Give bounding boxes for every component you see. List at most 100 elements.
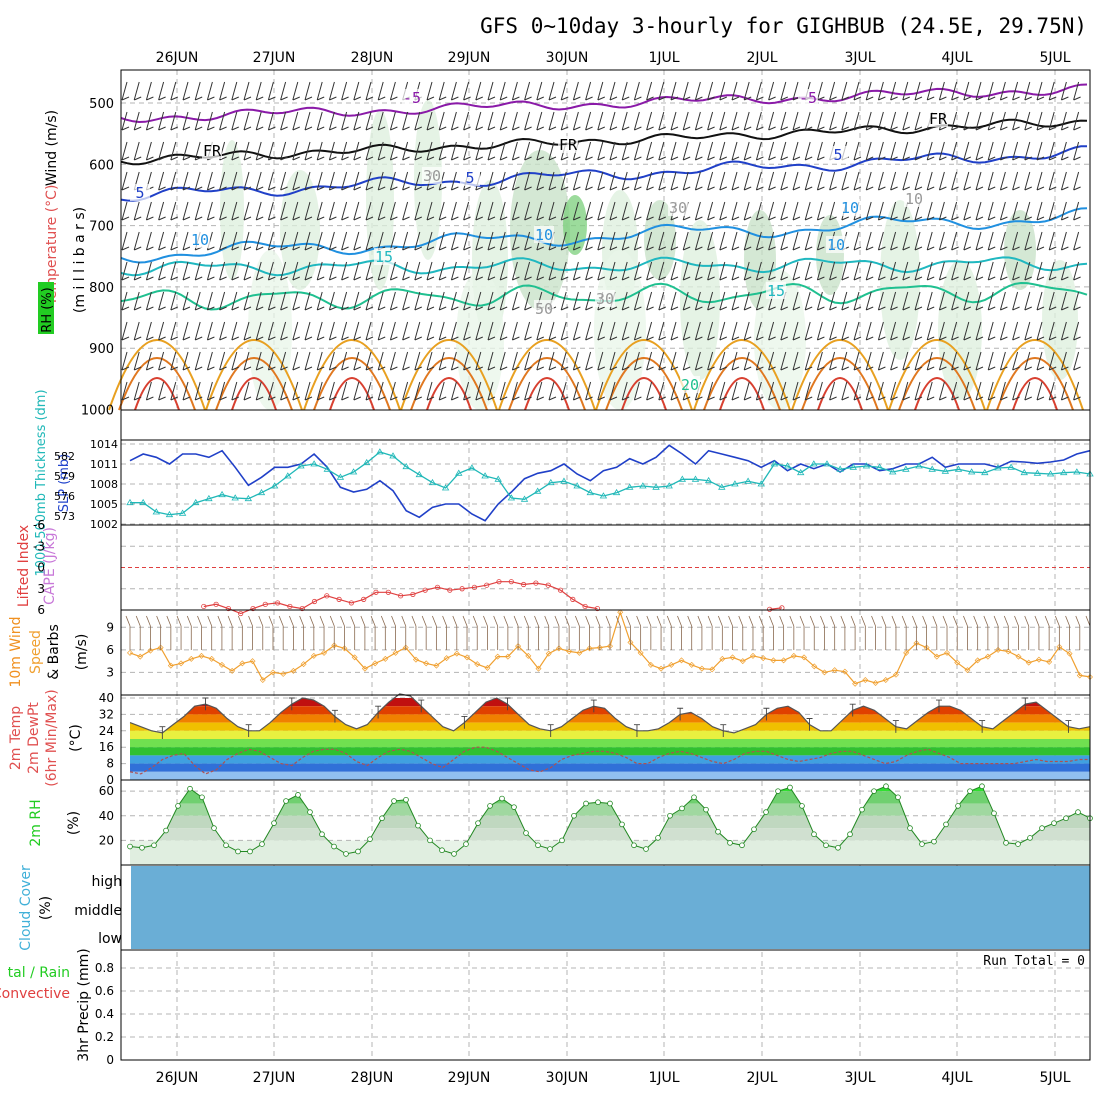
wind-barb: [633, 171, 642, 191]
contour-label: FR: [929, 110, 948, 128]
pressure-tick-label: 700: [89, 220, 114, 235]
contour-label: FR: [559, 136, 578, 154]
wind10-barb: [666, 615, 672, 650]
wind10-barb: [452, 615, 458, 650]
precip-tick-label: 0.6: [95, 984, 114, 998]
wind-barb: [938, 231, 947, 251]
date-bottom-label: 3JUL: [844, 1070, 875, 1086]
thickness-point: [573, 482, 581, 489]
wind-barb: [475, 201, 483, 221]
boundary-layer-isotherm: [215, 357, 293, 411]
wind-barb: [158, 171, 166, 191]
wind10-barb: [523, 615, 529, 650]
wind-barb: [841, 81, 849, 101]
wind-barb: [1048, 291, 1057, 311]
wind-barb: [755, 351, 764, 371]
wind-barb: [389, 81, 398, 101]
wind-barb: [475, 321, 483, 341]
wind10-point: [351, 654, 358, 661]
wind-barb: [816, 321, 825, 341]
boundary-layer-isotherm: [303, 339, 401, 411]
temp-minmax-bar: [763, 707, 770, 721]
wind10-point: [504, 653, 511, 660]
wind-barb: [377, 291, 386, 311]
date-bottom-label: 27JUN: [253, 1070, 296, 1086]
wind-barb: [475, 351, 483, 371]
thickness-point: [1073, 468, 1081, 475]
wind-barb: [267, 141, 276, 161]
wind-barb: [597, 111, 605, 131]
contour-label-bg: [202, 142, 222, 159]
wind-barb: [963, 321, 971, 341]
temp-minmax-bar: [849, 703, 856, 717]
wind10-point: [198, 652, 205, 659]
wind-barb: [511, 171, 520, 191]
wind10-barb: [717, 615, 723, 650]
panel-frame-precip: [120, 949, 1091, 1061]
wind-barb: [255, 381, 264, 401]
rh2m-point: [1051, 820, 1057, 826]
wind-barb: [755, 111, 764, 131]
wind-barb: [487, 81, 496, 101]
wind10-point: [249, 658, 256, 665]
wind10-point: [555, 645, 562, 652]
wind-barb: [450, 81, 459, 101]
contour-label: -5: [799, 89, 817, 107]
boundary-layer-isotherm: [605, 357, 683, 411]
wind-barb: [682, 261, 691, 281]
thickness-point: [507, 494, 516, 501]
wind-barb: [255, 81, 264, 101]
rh2m-point: [307, 809, 313, 815]
rh2m-point: [511, 804, 517, 810]
wind-barb: [633, 201, 642, 221]
wind-barb: [792, 321, 801, 341]
wind-barb: [292, 381, 300, 401]
wind-barb: [926, 261, 935, 281]
wind-barb: [1012, 351, 1020, 371]
wind-barb: [280, 321, 288, 341]
wind-barb: [560, 81, 569, 101]
wind-barb: [194, 261, 203, 281]
wind-barb: [231, 321, 239, 341]
wind-barb: [597, 141, 605, 161]
wind-barb: [231, 111, 239, 131]
wind-barb: [597, 351, 605, 371]
wind-barb: [536, 261, 544, 281]
lifted-index-point: [238, 610, 244, 617]
wind-barb: [755, 321, 764, 341]
wind10-point: [239, 660, 246, 667]
dewpoint2m-line: [129, 746, 1090, 775]
rh2m-point: [883, 783, 889, 790]
wind-barb: [499, 351, 508, 371]
wind10-point: [525, 652, 532, 659]
wind-barb: [121, 201, 130, 221]
wind-barb: [999, 141, 1008, 161]
wind-barb: [145, 291, 154, 311]
wind-barb: [707, 81, 715, 101]
wind10-point: [382, 655, 389, 662]
wind-barb: [304, 81, 313, 101]
wind-barb: [633, 381, 642, 401]
wind-barb: [438, 291, 447, 311]
wind-barb: [548, 171, 557, 191]
lifted-index-point: [324, 593, 330, 599]
wind10-point: [300, 661, 307, 668]
wind-barb: [585, 381, 593, 401]
wind-barb: [243, 291, 252, 311]
wind10-barb: [942, 615, 948, 650]
wind-barb: [609, 321, 618, 341]
wind-barb: [292, 81, 300, 101]
rh2m-point: [751, 826, 757, 833]
wind-barb: [707, 381, 715, 401]
wind10-point: [453, 650, 460, 657]
wind-barb: [450, 291, 459, 311]
rh2m-unit-label: (%): [66, 811, 82, 835]
wind-barb: [890, 81, 898, 101]
wind10-point: [770, 657, 777, 664]
wind-barb: [816, 81, 825, 101]
wind-barb: [231, 141, 239, 161]
wind-barb: [768, 201, 776, 221]
wind10-barb: [483, 615, 488, 650]
wind10-barb: [1044, 615, 1050, 650]
contour-label: 30: [423, 167, 441, 185]
